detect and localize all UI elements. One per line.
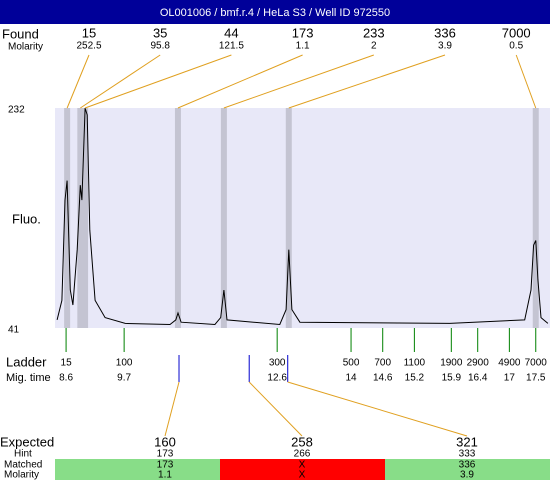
found-molarity-label: Molarity xyxy=(8,42,43,53)
hint: 333 xyxy=(459,449,476,460)
ladder-label: Ladder xyxy=(6,354,47,369)
found-size: 173 xyxy=(292,25,314,40)
molarity-label: Molarity xyxy=(4,470,39,480)
match-cell xyxy=(385,459,550,480)
found-molarity: 252.5 xyxy=(76,41,101,52)
title: OL001006 / bmf.r.4 / HeLa S3 / Well ID 9… xyxy=(160,7,390,19)
ladder-size: 1900 xyxy=(440,358,463,369)
found-label: Found xyxy=(2,26,39,41)
matched: 336 xyxy=(459,460,476,471)
expected-molarity: X xyxy=(299,470,306,480)
matched: 173 xyxy=(157,460,174,471)
found-size: 233 xyxy=(363,25,385,40)
y-tick-label: 41 xyxy=(8,325,20,336)
peak-band xyxy=(220,108,227,328)
found-size: 15 xyxy=(82,25,96,40)
hint: 266 xyxy=(294,449,311,460)
y-tick-label: 232 xyxy=(8,105,25,116)
match-cell xyxy=(220,459,385,480)
mig-time: 17.5 xyxy=(526,373,546,384)
found-molarity: 1.1 xyxy=(296,41,310,52)
expected-molarity: 3.9 xyxy=(460,470,474,480)
mig-time: 14 xyxy=(345,373,357,384)
ladder-size: 15 xyxy=(61,358,73,369)
ladder-size: 2900 xyxy=(467,358,490,369)
y-label: Fluo. xyxy=(12,211,41,226)
found-molarity: 2 xyxy=(371,41,377,52)
found-connector xyxy=(288,54,446,109)
expected-molarity: 1.1 xyxy=(158,470,172,480)
ladder-size: 100 xyxy=(116,358,133,369)
mig-time: 15.2 xyxy=(405,373,425,384)
matched-label: Matched xyxy=(4,460,42,471)
found-connector xyxy=(66,54,90,109)
found-connector xyxy=(84,54,232,109)
mig-time: 8.6 xyxy=(59,373,73,384)
expected-size: 258 xyxy=(291,434,313,449)
expected-size: 321 xyxy=(456,434,478,449)
mig-time: 16.4 xyxy=(468,373,488,384)
found-molarity: 121.5 xyxy=(219,41,244,52)
header-bar xyxy=(0,0,550,24)
ladder-size: 500 xyxy=(343,358,360,369)
found-size: 44 xyxy=(224,25,238,40)
found-molarity: 3.9 xyxy=(438,41,452,52)
mig-time: 12.6 xyxy=(267,373,287,384)
peak-band xyxy=(77,108,84,328)
found-connector xyxy=(80,54,161,109)
hint: 173 xyxy=(157,449,174,460)
found-connector xyxy=(515,54,537,109)
plot-area xyxy=(55,108,550,328)
peak-band xyxy=(174,108,181,328)
match-cell xyxy=(55,459,220,480)
found-connector xyxy=(177,54,303,109)
matched: X xyxy=(299,460,306,471)
ladder-size: 700 xyxy=(374,358,391,369)
found-molarity: 95.8 xyxy=(150,41,170,52)
mig-time: 14.6 xyxy=(373,373,393,384)
expected-connector xyxy=(287,381,468,437)
mig-time-label: Mig. time xyxy=(6,372,51,384)
expected-size: 160 xyxy=(154,434,176,449)
peak-band xyxy=(64,108,71,328)
mig-time: 15.9 xyxy=(442,373,462,384)
peak-band xyxy=(82,108,89,328)
found-size: 35 xyxy=(153,25,167,40)
found-connector xyxy=(223,54,374,109)
peak-band xyxy=(285,108,292,328)
mig-time: 17 xyxy=(504,373,516,384)
found-size: 336 xyxy=(434,25,456,40)
trace xyxy=(56,107,549,326)
mig-time: 9.7 xyxy=(117,373,131,384)
ladder-size: 300 xyxy=(269,358,286,369)
found-size: 7000 xyxy=(502,25,531,40)
peak-band xyxy=(532,108,539,328)
expected-label: Expected xyxy=(0,434,54,449)
ladder-size: 1100 xyxy=(404,358,426,369)
expected-connector xyxy=(164,381,180,437)
hint-label: Hint xyxy=(14,449,32,460)
expected-connector xyxy=(248,381,303,437)
ladder-size: 4900 xyxy=(498,358,521,369)
ladder-size: 7000 xyxy=(525,358,548,369)
found-molarity: 0.5 xyxy=(509,41,523,52)
